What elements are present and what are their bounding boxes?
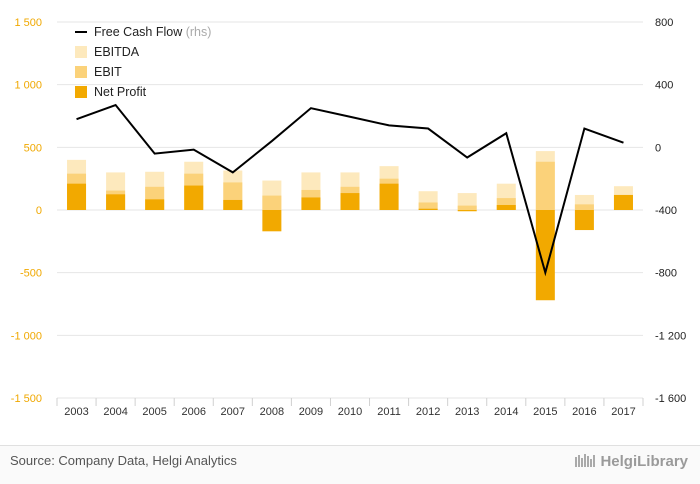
- legend-ebit-swatch: [75, 66, 87, 78]
- bar-net-profit: [106, 194, 126, 210]
- x-tick-label: 2003: [64, 406, 88, 418]
- y-tick-label-left: -1 000: [11, 330, 42, 342]
- y-tick-label-left: -500: [20, 268, 42, 280]
- x-tick-label: 2014: [494, 406, 518, 418]
- bar-net-profit: [67, 183, 87, 210]
- y-tick-label-right: -400: [655, 205, 677, 217]
- bar-ebit: [457, 205, 477, 210]
- bar-net-profit: [301, 197, 321, 210]
- y-tick-label-left: 1 500: [14, 17, 42, 29]
- legend-ebitda-label: EBITDA: [94, 45, 140, 59]
- bar-ebit: [418, 202, 438, 210]
- y-tick-label-right: 0: [655, 142, 661, 154]
- x-tick-label: 2011: [377, 406, 401, 418]
- y-tick-label-right: 800: [655, 17, 673, 29]
- y-tick-label-left: -1 500: [11, 393, 42, 405]
- bar-net-profit: [457, 210, 477, 212]
- y-tick-label-right: 400: [655, 80, 673, 92]
- bar-net-profit: [535, 210, 555, 301]
- x-tick-label: 2008: [260, 406, 284, 418]
- legend-net-profit-label: Net Profit: [94, 85, 147, 99]
- legend-ebit-label: EBIT: [94, 65, 122, 79]
- x-tick-label: 2010: [338, 406, 362, 418]
- bar-net-profit: [223, 199, 243, 210]
- x-tick-label: 2015: [533, 406, 557, 418]
- x-tick-label: 2007: [221, 406, 245, 418]
- y-tick-label-left: 500: [24, 142, 42, 154]
- bar-ebit: [535, 161, 555, 210]
- bar-net-profit: [418, 208, 438, 210]
- y-tick-label-left: 1 000: [14, 80, 42, 92]
- x-tick-label: 2004: [103, 406, 127, 418]
- bar-net-profit: [613, 194, 633, 210]
- bar-net-profit: [496, 204, 516, 210]
- y-tick-label-right: -1 200: [655, 330, 686, 342]
- x-tick-label: 2013: [455, 406, 479, 418]
- x-tick-label: 2006: [181, 406, 205, 418]
- line-free-cash-flow: [76, 103, 624, 277]
- bar-net-profit: [574, 210, 594, 231]
- bar-ebit: [496, 198, 516, 210]
- chart-footer: Source: Company Data, Helgi Analytics He…: [0, 445, 700, 484]
- x-tick-label: 2017: [611, 406, 635, 418]
- x-tick-label: 2009: [299, 406, 323, 418]
- legend-net-profit-swatch: [75, 86, 87, 98]
- bar-ebit: [574, 204, 594, 210]
- legend-free-cash-flow-label: Free Cash Flow (rhs): [94, 25, 211, 39]
- bar-net-profit: [262, 210, 282, 232]
- x-tick-label: 2016: [572, 406, 596, 418]
- legend-free-cash-flow-suffix: (rhs): [182, 25, 211, 39]
- bar-net-profit: [145, 199, 165, 210]
- x-tick-label: 2012: [416, 406, 440, 418]
- legend-ebitda-swatch: [75, 46, 87, 58]
- library-books-icon: [575, 454, 596, 467]
- y-tick-label-right: -800: [655, 268, 677, 280]
- bar-ebit: [262, 195, 282, 210]
- bar-net-profit: [184, 185, 204, 210]
- y-tick-label-right: -1 600: [655, 393, 686, 405]
- chart: 1 500 1 000 500 0 -500 -1 000 -1 500 800 400 0 -40…: [11, 17, 686, 418]
- y-tick-label-left: 0: [36, 205, 42, 217]
- logo-text: HelgiLibrary: [600, 453, 688, 470]
- bar-net-profit: [379, 183, 399, 210]
- bar-net-profit: [340, 193, 360, 210]
- helgi-library-logo: HelgiLibrary: [575, 453, 688, 470]
- x-tick-label: 2005: [142, 406, 166, 418]
- source-note: Source: Company Data, Helgi Analytics: [10, 453, 237, 468]
